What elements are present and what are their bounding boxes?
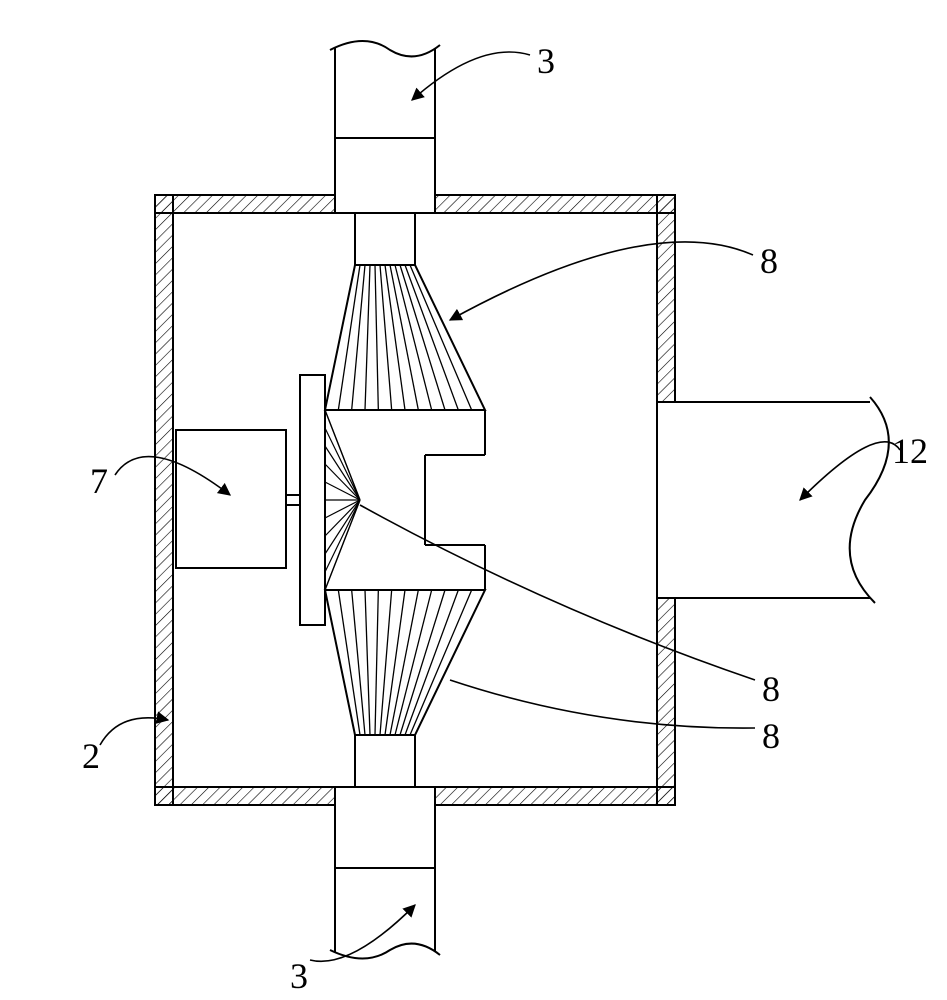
diagram-svg: [0, 0, 947, 1000]
callout-8-top: 8: [760, 240, 778, 282]
diagram-container: 3 3 8 8 8 7 2 12: [0, 0, 947, 1000]
callout-8-mid: 8: [762, 668, 780, 710]
callout-7: 7: [90, 460, 108, 502]
callout-8-bot: 8: [762, 715, 780, 757]
callout-3-top: 3: [537, 40, 555, 82]
callout-2: 2: [82, 735, 100, 777]
callout-12: 12: [892, 430, 928, 472]
callout-3-bot: 3: [290, 955, 308, 997]
